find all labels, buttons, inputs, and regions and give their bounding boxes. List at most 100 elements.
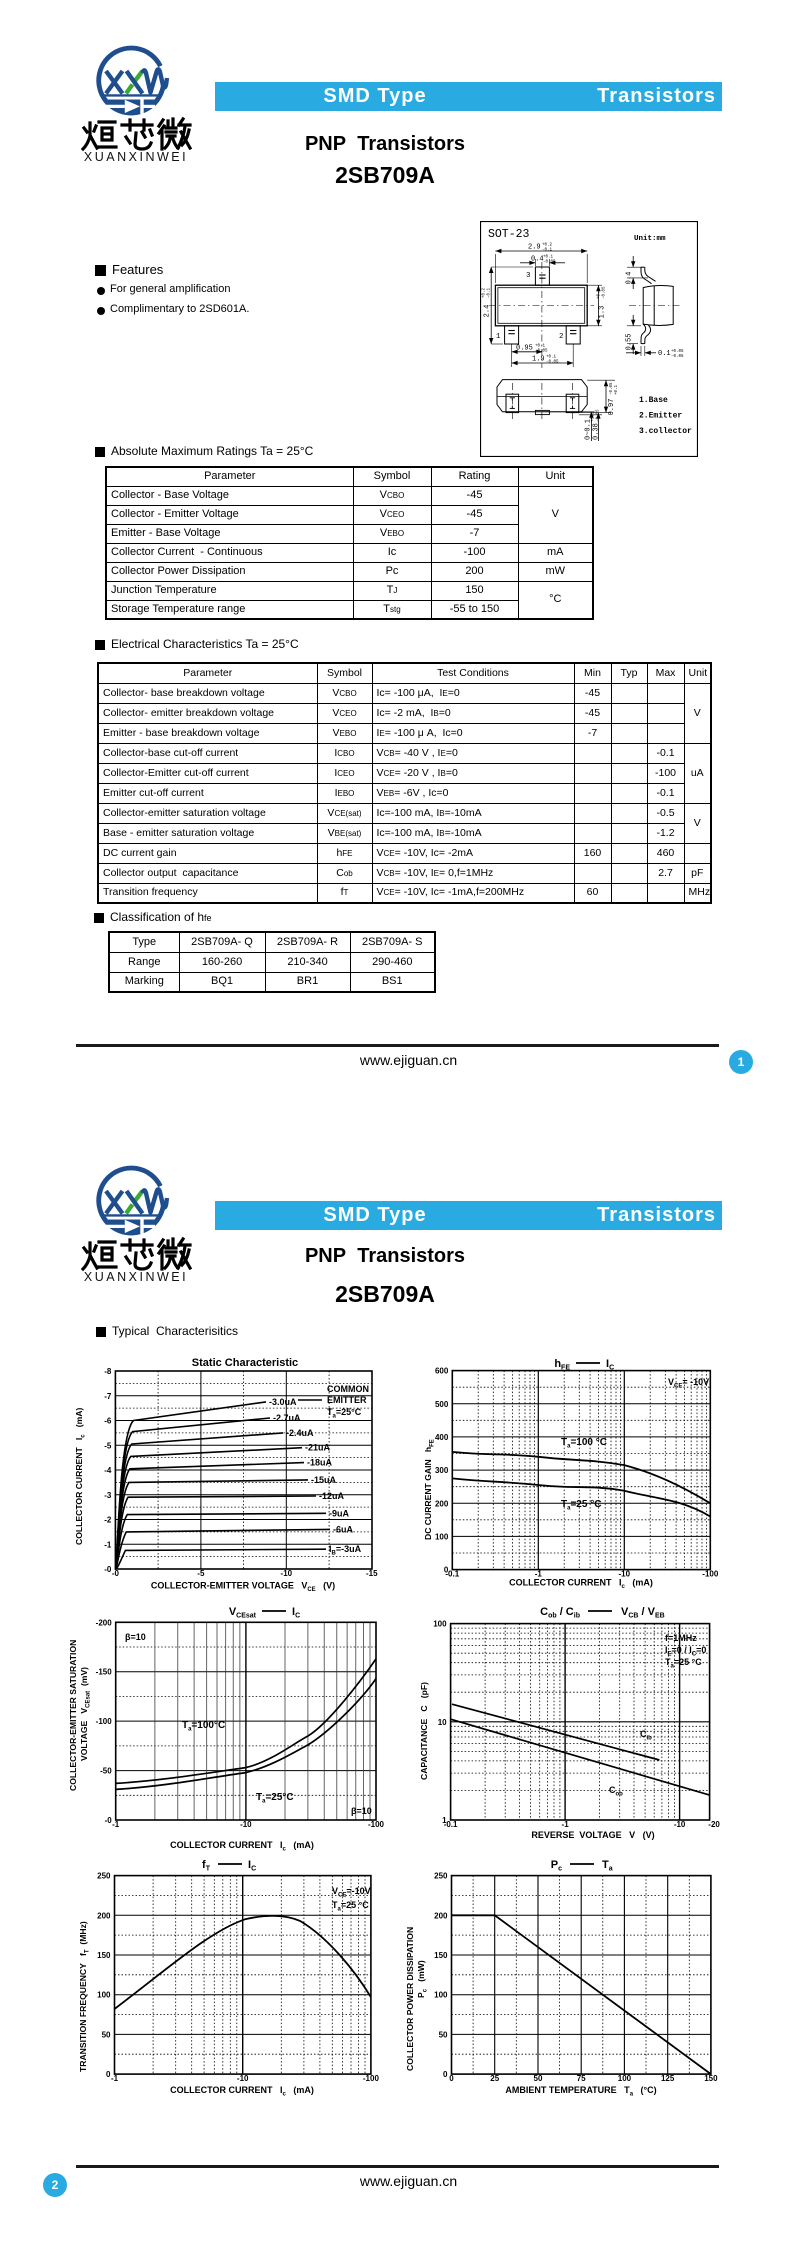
svg-text:+0.2: +0.2 — [542, 244, 553, 248]
svg-text:2.4: 2.4 — [484, 305, 492, 318]
svg-text:Ta=25 °C: Ta=25 °C — [665, 1657, 702, 1670]
svg-text:+0.1: +0.1 — [543, 256, 554, 260]
svg-text:400: 400 — [435, 1433, 449, 1442]
svg-text:2: 2 — [559, 333, 564, 341]
svg-text:-1: -1 — [112, 1820, 120, 1829]
svg-text:COLLECTOR CURRENT Ic (mA): COLLECTOR CURRENT Ic (mA) — [170, 1840, 314, 1853]
svg-text:100: 100 — [435, 1532, 449, 1541]
svg-text:IC: IC — [248, 1859, 256, 1873]
svg-text:-10: -10 — [619, 1570, 631, 1579]
svg-text:Unit:mm: Unit:mm — [634, 235, 666, 243]
svg-text:+0.1: +0.1 — [615, 384, 619, 395]
svg-text:0.4: 0.4 — [626, 272, 634, 285]
svg-text:0.55: 0.55 — [626, 334, 634, 351]
svg-text:-15: -15 — [366, 1569, 378, 1578]
svg-text:100: 100 — [97, 1991, 111, 2000]
svg-text:-20: -20 — [708, 1820, 720, 1829]
svg-text:250: 250 — [97, 1872, 111, 1881]
svg-text:-6: -6 — [104, 1417, 112, 1426]
svg-text:0.4: 0.4 — [531, 256, 544, 264]
svg-text:-3.0uA: -3.0uA — [269, 1397, 297, 1407]
svg-text:VOLTAGE VCEsat (mV): VOLTAGE VCEsat (mV) — [79, 1667, 92, 1761]
svg-text:-2: -2 — [104, 1516, 112, 1525]
svg-text:-0.1: -0.1 — [542, 249, 553, 253]
svg-text:200: 200 — [435, 1499, 449, 1508]
svg-text:-0.05: -0.05 — [535, 350, 548, 354]
svg-text:0: 0 — [106, 2070, 111, 2079]
svg-text:COLLECTOR CURRENT Ic (mA): COLLECTOR CURRENT Ic (mA) — [170, 2085, 314, 2098]
svg-text:+0.1: +0.1 — [592, 411, 596, 422]
svg-text:-0.05: -0.05 — [597, 409, 601, 422]
svg-text:-12uA: -12uA — [319, 1491, 345, 1501]
svg-text:-2.4uA: -2.4uA — [286, 1428, 314, 1438]
svg-text:-150: -150 — [96, 1668, 113, 1677]
svg-text:150: 150 — [97, 1951, 111, 1960]
svg-text:IC: IC — [292, 1606, 300, 1620]
svg-text:-1: -1 — [562, 1820, 570, 1829]
svg-text:+0.1: +0.1 — [546, 356, 557, 360]
svg-text:100: 100 — [434, 1991, 448, 2000]
svg-text:-0: -0 — [105, 1816, 113, 1825]
svg-text:3.collector: 3.collector — [639, 427, 692, 436]
svg-text:500: 500 — [435, 1400, 449, 1409]
svg-text:-0.05: -0.05 — [543, 261, 556, 265]
svg-text:25: 25 — [490, 2074, 499, 2083]
svg-text:Cob: Cob — [609, 1785, 623, 1798]
svg-text:COLLECTOR POWER DISSIPATION: COLLECTOR POWER DISSIPATION — [405, 1927, 415, 2071]
svg-text:100: 100 — [618, 2074, 632, 2083]
svg-text:1.3: 1.3 — [599, 306, 607, 319]
svg-text:COLLECTOR-EMITTER VOLTAGE VC: COLLECTOR-EMITTER VOLTAGE VCE (V) — [151, 1581, 335, 1594]
svg-text:-3: -3 — [104, 1491, 112, 1500]
svg-text:DC CURRENT GAIN hFE: DC CURRENT GAIN hFE — [423, 1439, 436, 1540]
svg-text:-0.05: -0.05 — [546, 361, 559, 365]
svg-text:10: 10 — [438, 1718, 447, 1727]
svg-text:-10: -10 — [281, 1569, 293, 1578]
svg-text:3: 3 — [526, 272, 531, 280]
svg-text:β=10: β=10 — [125, 1632, 146, 1642]
svg-text:-100: -100 — [368, 1820, 385, 1829]
svg-text:VCB / VEB: VCB / VEB — [621, 1606, 665, 1620]
svg-text:-4: -4 — [104, 1466, 112, 1475]
svg-text:Ta=25°C: Ta=25°C — [256, 1792, 294, 1805]
svg-text:COLLECTOR CURRENT Ic (mA): COLLECTOR CURRENT Ic (mA) — [74, 1408, 87, 1545]
svg-text:fT: fT — [202, 1859, 211, 1873]
svg-text:200: 200 — [97, 1911, 111, 1920]
svg-text:2.9: 2.9 — [528, 244, 541, 252]
svg-text:-0.1: -0.1 — [488, 287, 492, 298]
svg-text:IE=0 / IC=0: IE=0 / IC=0 — [665, 1645, 706, 1658]
svg-text:1.Base: 1.Base — [639, 396, 668, 405]
svg-text:Ta=100°C: Ta=100°C — [182, 1720, 225, 1733]
svg-text:200: 200 — [434, 1911, 448, 1920]
svg-text:-1: -1 — [104, 1540, 112, 1549]
svg-text:75: 75 — [577, 2074, 586, 2083]
svg-text:150: 150 — [434, 1951, 448, 1960]
svg-text:0: 0 — [443, 2070, 448, 2079]
svg-text:-18uA: -18uA — [307, 1458, 333, 1468]
svg-text:-10: -10 — [674, 1820, 686, 1829]
svg-text:Cib: Cib — [640, 1729, 652, 1742]
svg-text:-0.05: -0.05 — [671, 355, 684, 359]
svg-text:f=1MHz: f=1MHz — [665, 1633, 697, 1643]
svg-text:-1: -1 — [535, 1570, 543, 1579]
svg-text:EMITTER: EMITTER — [327, 1395, 367, 1405]
svg-text:-6uA: -6uA — [333, 1524, 354, 1534]
svg-text:-8: -8 — [104, 1367, 112, 1376]
svg-text:-15uA: -15uA — [311, 1475, 337, 1485]
svg-text:+0.05: +0.05 — [671, 350, 684, 354]
svg-text:β=10: β=10 — [351, 1806, 372, 1816]
svg-text:-0.05: -0.05 — [610, 382, 614, 395]
svg-text:300: 300 — [435, 1466, 449, 1475]
svg-text:Ta=25 °C: Ta=25 °C — [561, 1499, 601, 1512]
svg-text:-0.1: -0.1 — [444, 1820, 458, 1829]
svg-text:Ta=25 °C: Ta=25 °C — [332, 1900, 369, 1913]
svg-text:150: 150 — [704, 2074, 718, 2083]
svg-text:VCE= -10V: VCE= -10V — [668, 1377, 709, 1390]
svg-text:0.38: 0.38 — [593, 423, 601, 440]
svg-text:-0.05: -0.05 — [603, 286, 607, 299]
svg-text:+0.2: +0.2 — [483, 287, 487, 298]
svg-text:-10: -10 — [240, 1820, 252, 1829]
svg-text:IB=-3uA: IB=-3uA — [329, 1544, 362, 1557]
svg-text:-7: -7 — [104, 1392, 112, 1401]
svg-text:-5: -5 — [104, 1441, 112, 1450]
svg-text:Static Characteristic: Static Characteristic — [192, 1357, 298, 1369]
